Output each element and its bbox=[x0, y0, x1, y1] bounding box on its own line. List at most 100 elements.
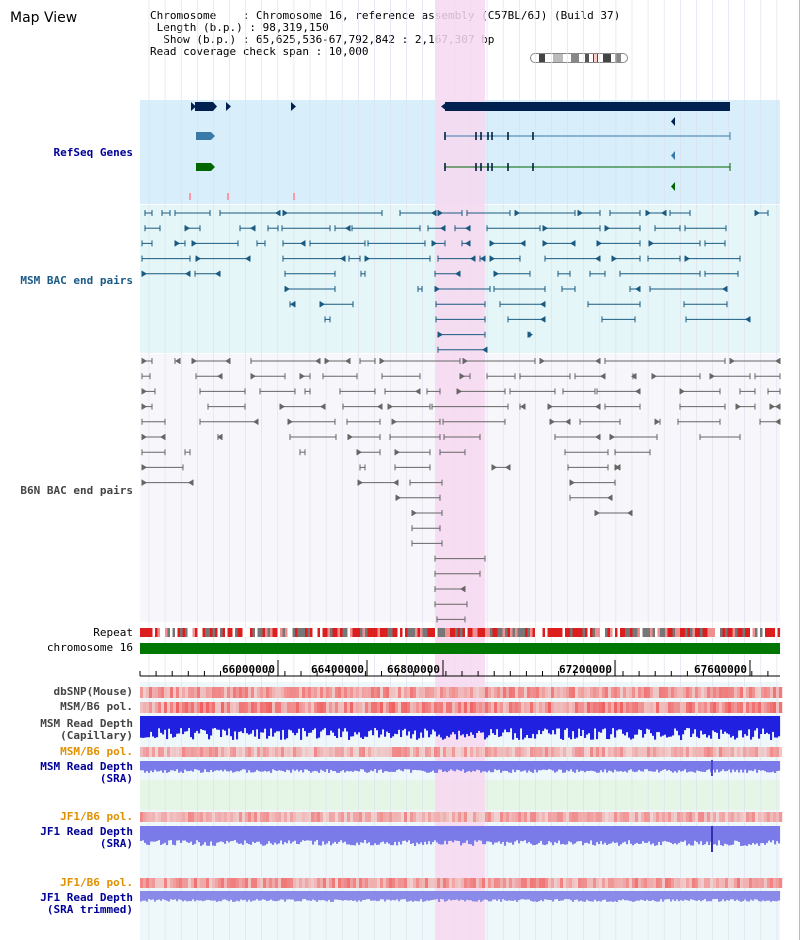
heat-mark bbox=[599, 878, 603, 888]
msm-bac-pair bbox=[520, 240, 525, 247]
repeat-mark bbox=[327, 628, 331, 637]
depth-bar bbox=[310, 761, 313, 773]
heat-mark bbox=[728, 878, 732, 888]
heat-mark bbox=[272, 702, 276, 713]
heat-mark bbox=[479, 687, 483, 698]
heat-mark bbox=[716, 687, 720, 698]
heat-mark bbox=[353, 747, 357, 757]
heat-mark bbox=[665, 747, 669, 757]
depth-bar bbox=[232, 891, 235, 902]
heat-mark bbox=[359, 812, 363, 822]
depth-bar bbox=[708, 891, 711, 902]
heat-mark bbox=[158, 747, 162, 757]
depth-bar bbox=[762, 716, 765, 729]
depth-bar bbox=[250, 891, 253, 902]
repeat-mark bbox=[707, 628, 711, 637]
heat-mark bbox=[614, 687, 618, 698]
heat-mark bbox=[188, 812, 192, 822]
msm-bac-pair bbox=[612, 255, 617, 262]
heat-mark bbox=[755, 812, 759, 822]
depth-bar bbox=[578, 761, 581, 772]
repeat-mark bbox=[735, 628, 738, 637]
repeat-mark bbox=[180, 628, 183, 637]
heat-mark bbox=[257, 702, 261, 713]
heat-mark bbox=[659, 812, 663, 822]
heat-mark bbox=[263, 812, 267, 822]
heat-mark bbox=[626, 812, 630, 822]
heat-mark bbox=[683, 747, 687, 757]
depth-bar bbox=[636, 761, 639, 772]
repeat-mark bbox=[717, 628, 721, 637]
depth-bar bbox=[318, 891, 321, 901]
heat-mark bbox=[758, 687, 762, 698]
b6n-bac-pair bbox=[770, 403, 775, 410]
heat-mark bbox=[779, 812, 783, 822]
heat-mark bbox=[482, 702, 486, 713]
heat-mark bbox=[713, 878, 717, 888]
depth-bar bbox=[450, 716, 453, 735]
heat-mark bbox=[329, 812, 333, 822]
repeat-mark bbox=[502, 628, 506, 637]
depth-bar bbox=[552, 891, 555, 902]
repeat-mark bbox=[282, 628, 286, 637]
heat-mark bbox=[704, 812, 708, 822]
depth-bar bbox=[408, 826, 411, 841]
b6n-bac-pair bbox=[595, 403, 600, 410]
depth-bar bbox=[258, 716, 261, 739]
heat-mark bbox=[758, 812, 762, 822]
heat-mark bbox=[242, 747, 246, 757]
depth-bar bbox=[454, 761, 457, 772]
heat-mark bbox=[395, 812, 399, 822]
depth-bar bbox=[266, 826, 269, 844]
depth-bar bbox=[234, 826, 237, 840]
depth-bar bbox=[670, 761, 673, 772]
depth-bar bbox=[586, 716, 589, 735]
depth-bar bbox=[546, 716, 549, 730]
repeat-mark bbox=[772, 628, 776, 637]
heat-mark bbox=[575, 702, 579, 713]
depth-bar bbox=[280, 891, 283, 900]
msm-bac-pair bbox=[649, 240, 654, 247]
heat-mark bbox=[473, 812, 477, 822]
heat-mark bbox=[653, 747, 657, 757]
repeat-mark bbox=[142, 628, 146, 637]
depth-bar bbox=[268, 716, 271, 736]
depth-bar bbox=[248, 826, 251, 845]
depth-bar bbox=[442, 761, 445, 772]
depth-bar bbox=[576, 761, 579, 770]
depth-bar bbox=[494, 716, 497, 735]
b6n-bac-pair bbox=[280, 403, 285, 410]
heat-mark bbox=[749, 747, 753, 757]
depth-bar bbox=[538, 761, 541, 771]
heat-mark bbox=[197, 687, 201, 698]
depth-bar bbox=[580, 761, 583, 771]
depth-bar bbox=[562, 826, 565, 844]
heat-mark bbox=[632, 747, 636, 757]
depth-bar bbox=[658, 761, 661, 773]
heat-mark bbox=[578, 687, 582, 698]
heat-mark bbox=[401, 702, 405, 713]
depth-bar bbox=[328, 761, 331, 773]
depth-bar bbox=[434, 891, 437, 900]
gene-transcript bbox=[196, 163, 211, 171]
depth-bar bbox=[372, 761, 375, 772]
heat-mark bbox=[542, 687, 546, 698]
depth-bar bbox=[510, 761, 513, 773]
depth-bar bbox=[178, 891, 181, 900]
depth-bar bbox=[166, 716, 169, 740]
heat-mark bbox=[530, 812, 534, 822]
heat-mark bbox=[446, 878, 450, 888]
depth-bar bbox=[720, 716, 723, 730]
repeat-mark bbox=[637, 628, 641, 637]
heat-mark bbox=[374, 878, 378, 888]
chromosome-ideogram[interactable] bbox=[530, 53, 628, 63]
heat-mark bbox=[629, 878, 633, 888]
repeat-mark bbox=[222, 628, 226, 637]
heat-mark bbox=[431, 687, 435, 698]
repeat-mark bbox=[692, 628, 696, 637]
repeat-mark bbox=[210, 628, 213, 637]
heat-mark bbox=[320, 878, 324, 888]
repeat-mark bbox=[675, 628, 678, 637]
